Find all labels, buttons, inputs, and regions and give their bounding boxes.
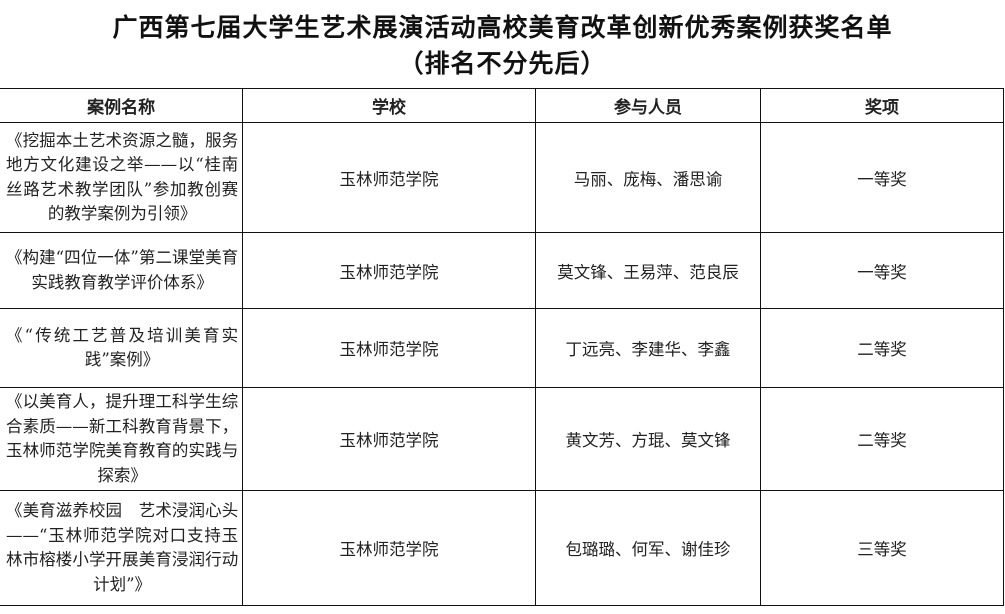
award-cell: 二等奖 xyxy=(760,308,1004,388)
case-name-cell: 《美育滋养校园 艺术浸润心头——“玉林师范学院对口支持玉林市榕楼小学开展美育浸润… xyxy=(0,490,244,606)
case-name-cell: 《以美育人，提升理工科学生综合素质——新工科教育背景下，玉林师范学院美育教育的实… xyxy=(0,387,244,491)
award-cell: 一等奖 xyxy=(760,232,1004,309)
table-row: 《构建“四位一体”第二课堂美育实践教育教学评价体系》 玉林师范学院 莫文锋、王易… xyxy=(0,232,1004,309)
case-name-cell: 《挖掘本土艺术资源之髓，服务地方文化建设之举——以“桂南丝路艺术教学团队”参加教… xyxy=(0,122,244,233)
table-row: 《以美育人，提升理工科学生综合素质——新工科教育背景下，玉林师范学院美育教育的实… xyxy=(0,387,1004,491)
members-cell: 马丽、庞梅、潘思谕 xyxy=(534,122,762,233)
table-row: 《挖掘本土艺术资源之髓，服务地方文化建设之举——以“桂南丝路艺术教学团队”参加教… xyxy=(0,122,1004,233)
members-cell: 黄文芳、方琨、莫文锋 xyxy=(534,387,762,491)
case-name-cell: 《“传统工艺普及培训美育实践”案例》 xyxy=(0,308,244,388)
school-cell: 玉林师范学院 xyxy=(242,232,536,309)
header-award: 奖项 xyxy=(760,88,1004,123)
school-cell: 玉林师范学院 xyxy=(242,490,536,606)
header-members: 参与人员 xyxy=(534,88,762,123)
table-row: 《“传统工艺普及培训美育实践”案例》 玉林师范学院 丁远亮、李建华、李鑫 二等奖 xyxy=(0,308,1004,388)
award-cell: 二等奖 xyxy=(760,387,1004,491)
title-line-2: （排名不分先后） xyxy=(398,49,607,78)
header-school: 学校 xyxy=(242,88,536,123)
award-cell: 一等奖 xyxy=(760,122,1004,233)
members-cell: 丁远亮、李建华、李鑫 xyxy=(534,308,762,388)
title-line-1: 广西第七届大学生艺术展演活动高校美育改革创新优秀案例获奖名单 xyxy=(112,13,893,42)
members-cell: 莫文锋、王易萍、范良辰 xyxy=(534,232,762,309)
members-cell: 包璐璐、何军、谢佳珍 xyxy=(534,490,762,606)
header-case-name: 案例名称 xyxy=(0,88,244,123)
award-cell: 三等奖 xyxy=(760,490,1004,606)
school-cell: 玉林师范学院 xyxy=(242,387,536,491)
school-cell: 玉林师范学院 xyxy=(242,122,536,233)
school-cell: 玉林师范学院 xyxy=(242,308,536,388)
case-name-cell: 《构建“四位一体”第二课堂美育实践教育教学评价体系》 xyxy=(0,232,244,309)
document-title: 广西第七届大学生艺术展演活动高校美育改革创新优秀案例获奖名单 （排名不分先后） xyxy=(0,10,1005,82)
award-table: 案例名称 学校 参与人员 奖项 《挖掘本土艺术资源之髓，服务地方文化建设之举——… xyxy=(0,88,1004,606)
table-header-row: 案例名称 学校 参与人员 奖项 xyxy=(0,88,1004,123)
table-row: 《美育滋养校园 艺术浸润心头——“玉林师范学院对口支持玉林市榕楼小学开展美育浸润… xyxy=(0,490,1004,606)
